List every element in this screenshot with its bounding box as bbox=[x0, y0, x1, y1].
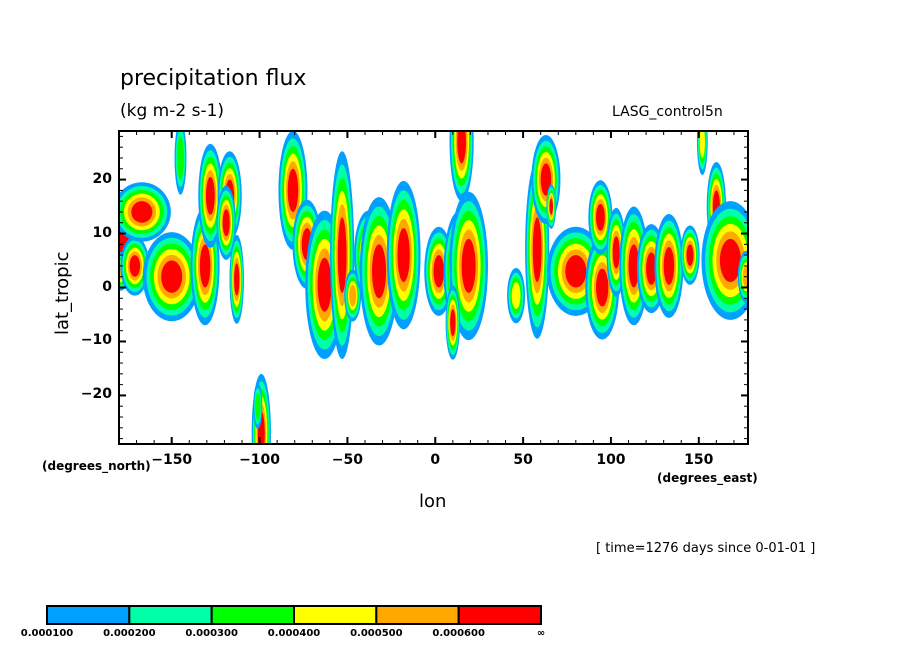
chart-units: (kg m-2 s-1) bbox=[120, 101, 225, 121]
contour-level-6 bbox=[222, 209, 230, 237]
contour-level-6 bbox=[663, 247, 675, 285]
y-tick-label: 20 bbox=[92, 170, 112, 187]
dataset-label: LASG_control5n bbox=[612, 104, 723, 120]
contour-level-6 bbox=[540, 163, 552, 196]
contour-level-5 bbox=[349, 284, 357, 307]
y-axis-units: (degrees_north) bbox=[42, 459, 151, 473]
contour-feature bbox=[680, 225, 700, 285]
contour-feature bbox=[174, 131, 187, 195]
contour-level-6 bbox=[234, 263, 240, 296]
contour-level-6 bbox=[646, 252, 657, 285]
contour-feature bbox=[701, 201, 748, 320]
contour-level-4 bbox=[699, 131, 705, 158]
contour-feature bbox=[449, 131, 474, 202]
contour-feature bbox=[531, 135, 561, 225]
contour-level-3 bbox=[255, 392, 261, 420]
contour-level-6 bbox=[337, 217, 347, 293]
colorbar-level-label: 0.000500 bbox=[350, 628, 403, 639]
contour-feature bbox=[585, 235, 620, 340]
y-tick-label: 0 bbox=[102, 278, 112, 295]
contour-feature bbox=[330, 151, 355, 360]
contour-level-6 bbox=[199, 244, 211, 288]
colorbar-swatch bbox=[128, 605, 213, 625]
contour-level-6 bbox=[596, 203, 605, 231]
contour-feature bbox=[253, 383, 263, 430]
contour-feature bbox=[525, 160, 550, 339]
x-tick-label: 50 bbox=[513, 452, 533, 468]
y-tick-label: −10 bbox=[80, 332, 112, 349]
contour-level-6 bbox=[397, 228, 410, 283]
contour-feature bbox=[696, 131, 708, 175]
colorbar-swatch bbox=[210, 605, 296, 625]
contour-level-6 bbox=[612, 236, 620, 269]
contour-feature bbox=[216, 185, 236, 260]
x-axis-label: lon bbox=[419, 491, 447, 512]
contour-level-6 bbox=[450, 309, 456, 337]
x-tick-label: −150 bbox=[151, 452, 193, 468]
x-tick-label: 100 bbox=[596, 452, 626, 468]
contour-level-6 bbox=[596, 268, 609, 307]
contour-level-6 bbox=[686, 244, 694, 266]
contour-level-6 bbox=[457, 131, 467, 164]
x-tick-label: −100 bbox=[239, 452, 281, 468]
colorbar bbox=[46, 605, 542, 625]
contour-feature bbox=[229, 234, 244, 324]
chart-title: precipitation flux bbox=[120, 66, 307, 91]
colorbar-level-label: 0.000300 bbox=[185, 628, 238, 639]
contour-feature bbox=[445, 285, 461, 360]
contour-level-6 bbox=[565, 255, 587, 288]
colorbar-level-label: 0.000100 bbox=[20, 628, 74, 639]
colorbar-level-label: 0.000400 bbox=[267, 628, 321, 639]
x-tick-label: 150 bbox=[684, 452, 714, 468]
x-tick-label: 0 bbox=[430, 452, 441, 468]
contour-feature bbox=[546, 184, 557, 229]
contour-feature bbox=[142, 232, 201, 322]
colorbar-swatch bbox=[375, 605, 460, 625]
contour-level-4 bbox=[511, 282, 521, 310]
contour-feature bbox=[654, 213, 684, 318]
contour-level-6 bbox=[287, 168, 299, 212]
x-axis-units: (degrees_east) bbox=[657, 471, 758, 485]
contour-feature bbox=[507, 267, 526, 324]
contour-level-6 bbox=[628, 244, 640, 288]
plot-axes bbox=[118, 130, 749, 445]
y-tick-label: −20 bbox=[80, 386, 112, 403]
contour-level-6 bbox=[317, 257, 332, 312]
colorbar-swatch bbox=[293, 605, 378, 625]
colorbar-swatch bbox=[457, 605, 542, 625]
contour-feature bbox=[386, 180, 421, 330]
contour-feature bbox=[120, 236, 150, 296]
contour-level-6 bbox=[461, 238, 476, 293]
contour-level-6 bbox=[161, 260, 183, 293]
colorbar-level-label: 0.000600 bbox=[432, 628, 485, 639]
contour-level-6 bbox=[372, 244, 387, 299]
contour-level-6 bbox=[129, 255, 141, 277]
contour-level-3 bbox=[176, 136, 185, 180]
contour-level-6 bbox=[532, 217, 542, 283]
time-annotation: [ time=1276 days since 0-01-01 ] bbox=[596, 541, 816, 556]
contour-feature bbox=[198, 143, 223, 248]
colorbar-level-label: 0.000200 bbox=[103, 628, 156, 639]
contour-feature bbox=[588, 180, 613, 255]
contour-feature bbox=[737, 250, 748, 303]
contour-level-6 bbox=[719, 238, 741, 283]
y-tick-label: 10 bbox=[92, 224, 112, 241]
contour-level-6 bbox=[549, 198, 553, 215]
contour-fills bbox=[119, 131, 748, 444]
contour-level-6 bbox=[433, 255, 445, 288]
colorbar-swatch bbox=[46, 605, 131, 625]
contour-level-6 bbox=[131, 201, 153, 223]
colorbar-level-label: ∞ bbox=[536, 628, 546, 639]
contour-feature bbox=[344, 269, 362, 322]
contour-feature bbox=[119, 182, 171, 242]
contour-level-6 bbox=[205, 176, 215, 215]
x-tick-label: −50 bbox=[331, 452, 364, 468]
